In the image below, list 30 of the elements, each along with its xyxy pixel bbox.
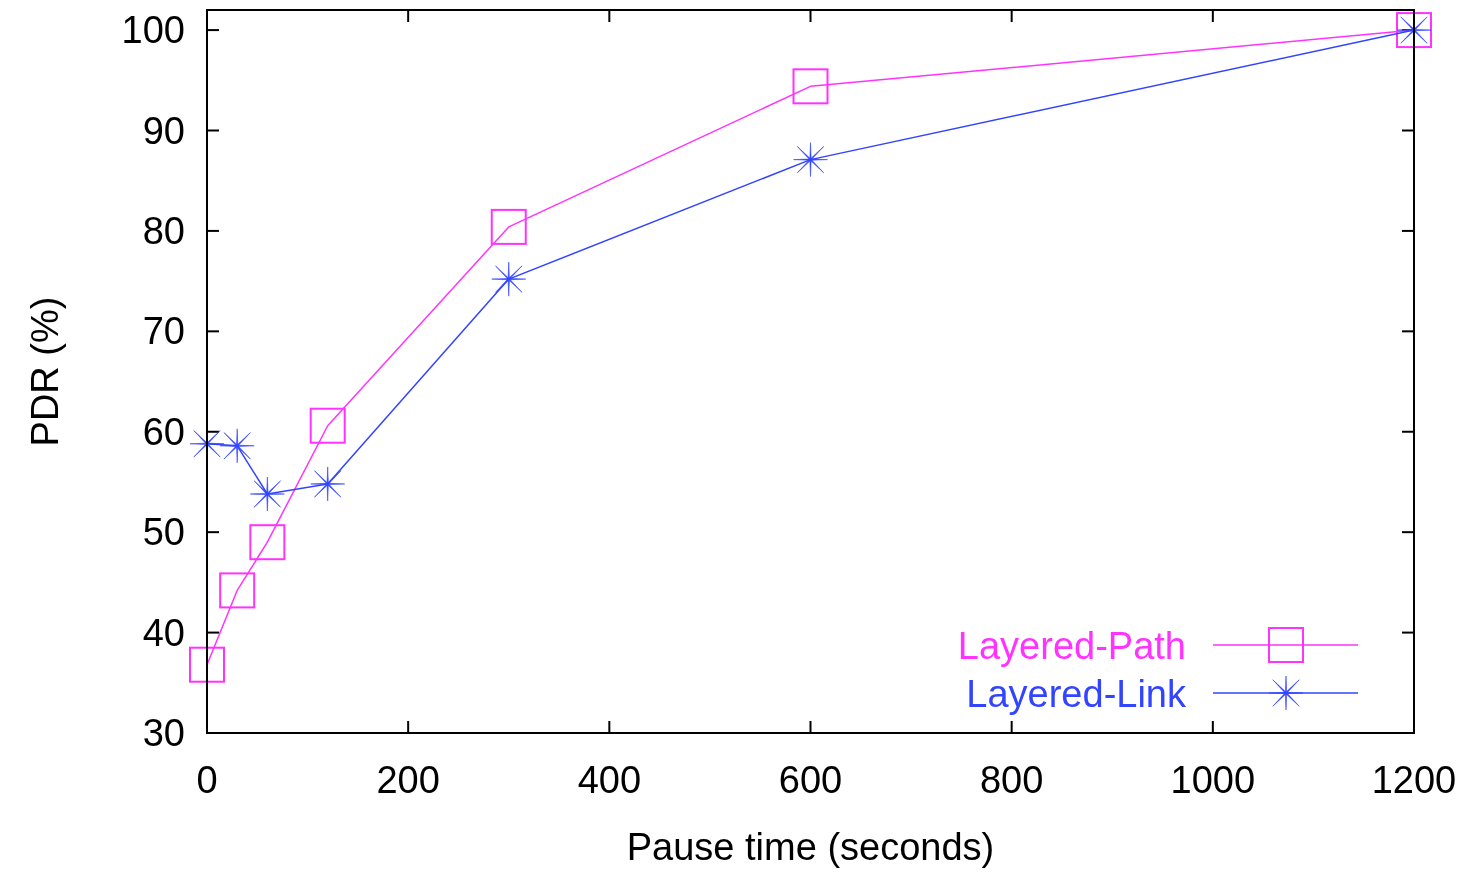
point	[250, 476, 285, 512]
point	[249, 524, 286, 561]
point	[219, 428, 255, 464]
x-tick-label: 600	[778, 759, 843, 801]
x-tick-label: 1000	[1170, 759, 1256, 801]
legend-label: Layered-Link	[966, 673, 1187, 715]
point	[310, 466, 345, 502]
point	[491, 261, 527, 297]
point	[490, 208, 527, 245]
y-tick-label: 80	[142, 209, 185, 252]
y-tick-label: 60	[142, 410, 185, 453]
y-tick-label: 70	[142, 310, 185, 353]
y-tick-label: 30	[142, 712, 185, 754]
point	[189, 646, 225, 683]
legend-label: Layered-Path	[957, 625, 1186, 667]
y-tick-label: 90	[142, 109, 185, 152]
x-tick-label: 400	[577, 759, 642, 801]
x-tick-label: 800	[979, 759, 1044, 801]
point	[792, 68, 829, 105]
y-axis-title: PDR (%)	[24, 296, 66, 447]
x-axis-title: Pause time (seconds)	[626, 826, 995, 868]
x-tick-label: 1200	[1371, 759, 1457, 801]
y-tick-label: 50	[142, 511, 185, 554]
x-tick-label: 200	[376, 759, 440, 801]
point	[793, 142, 828, 177]
point	[219, 572, 256, 609]
y-tick-label: 100	[121, 9, 185, 52]
x-tick-label: 0	[196, 759, 218, 801]
point	[309, 407, 346, 444]
y-tick-label: 40	[142, 611, 185, 654]
